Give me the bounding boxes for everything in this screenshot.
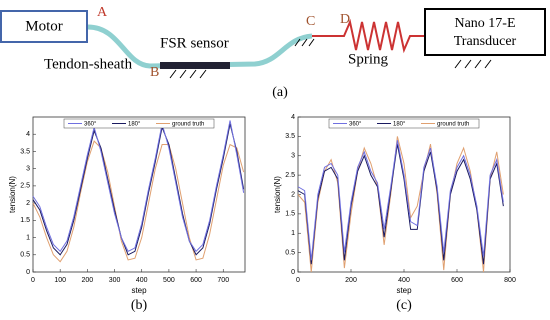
y-tick-label: 1	[26, 234, 30, 241]
panel-label: (c)	[396, 298, 412, 313]
motor-label: Motor	[25, 18, 63, 34]
x-axis-label: step	[131, 286, 147, 295]
series-line	[297, 136, 504, 273]
fsr	[160, 62, 230, 69]
series-line	[32, 120, 245, 253]
series-line	[297, 144, 504, 265]
x-tick-label: 200	[345, 277, 357, 284]
legend-label: ground truth	[437, 122, 469, 128]
series-line	[32, 140, 245, 263]
fsr-label: FSR sensor	[160, 35, 229, 51]
x-tick-label: 0	[296, 277, 300, 284]
spring-label: Spring	[348, 51, 389, 67]
y-tick-label: 0.5	[285, 249, 295, 256]
transducer-label: Nano 17-E	[454, 16, 515, 31]
x-tick-label: 600	[190, 277, 202, 284]
legend-label: ground truth	[172, 122, 204, 128]
transducer-label: Transducer	[454, 34, 517, 49]
x-tick-label: 300	[109, 277, 121, 284]
x-tick-label: 0	[31, 277, 35, 284]
y-tick-label: 2.5	[285, 172, 295, 179]
y-tick-label: 2	[26, 200, 30, 207]
legend-label: 360°	[84, 122, 97, 128]
y-tick-label: 2	[291, 191, 295, 198]
spring	[312, 18, 425, 54]
legend-label: 180°	[393, 122, 406, 128]
legend-box	[63, 118, 215, 129]
y-tick-label: 4	[26, 131, 30, 138]
y-tick-label: 1.5	[285, 211, 295, 218]
y-tick-label: 1.5	[20, 217, 30, 224]
y-tick-label: 0	[26, 269, 30, 276]
y-tick-label: 0	[291, 269, 295, 276]
x-tick-label: 600	[451, 277, 463, 284]
x-tick-label: 400	[136, 277, 148, 284]
plot-area	[297, 116, 511, 273]
series-line	[297, 140, 504, 261]
transducer-box	[424, 8, 546, 56]
panel-label: (a)	[272, 85, 288, 100]
y-tick-label: 3	[26, 166, 30, 173]
x-tick-label: 700	[217, 277, 229, 284]
x-tick-label: 100	[54, 277, 66, 284]
legend-label: 360°	[349, 122, 362, 128]
x-tick-label: 800	[504, 277, 516, 284]
panel-label: (b)	[131, 298, 148, 313]
y-tick-label: 3	[291, 153, 295, 160]
y-tick-label: 4	[291, 114, 295, 121]
x-tick-label: 400	[398, 277, 410, 284]
y-tick-label: 0.5	[20, 252, 30, 259]
y-tick-label: 1	[291, 230, 295, 237]
x-tick-label: 200	[82, 277, 94, 284]
sheath	[87, 24, 313, 69]
legend-box	[328, 118, 480, 129]
y-tick-label: 3.5	[285, 133, 295, 140]
motor-box	[0, 10, 88, 43]
y-tick-label: 2.5	[20, 183, 30, 190]
y-tick-label: 3.5	[20, 148, 30, 155]
plot-area	[32, 116, 246, 273]
x-tick-label: 500	[163, 277, 175, 284]
ground-hatch	[169, 38, 492, 79]
point-label: D	[340, 12, 350, 27]
point-label: A	[97, 5, 108, 20]
y-axis-label: tension(N)	[8, 176, 17, 213]
series-line	[32, 123, 245, 256]
legend-label: 180°	[128, 122, 141, 128]
x-axis-label: step	[396, 286, 412, 295]
point-label: C	[306, 14, 315, 29]
tendon-label: Tendon-sheath	[44, 56, 133, 72]
y-axis-label: tension(N)	[273, 176, 282, 213]
point-label: B	[150, 65, 159, 80]
